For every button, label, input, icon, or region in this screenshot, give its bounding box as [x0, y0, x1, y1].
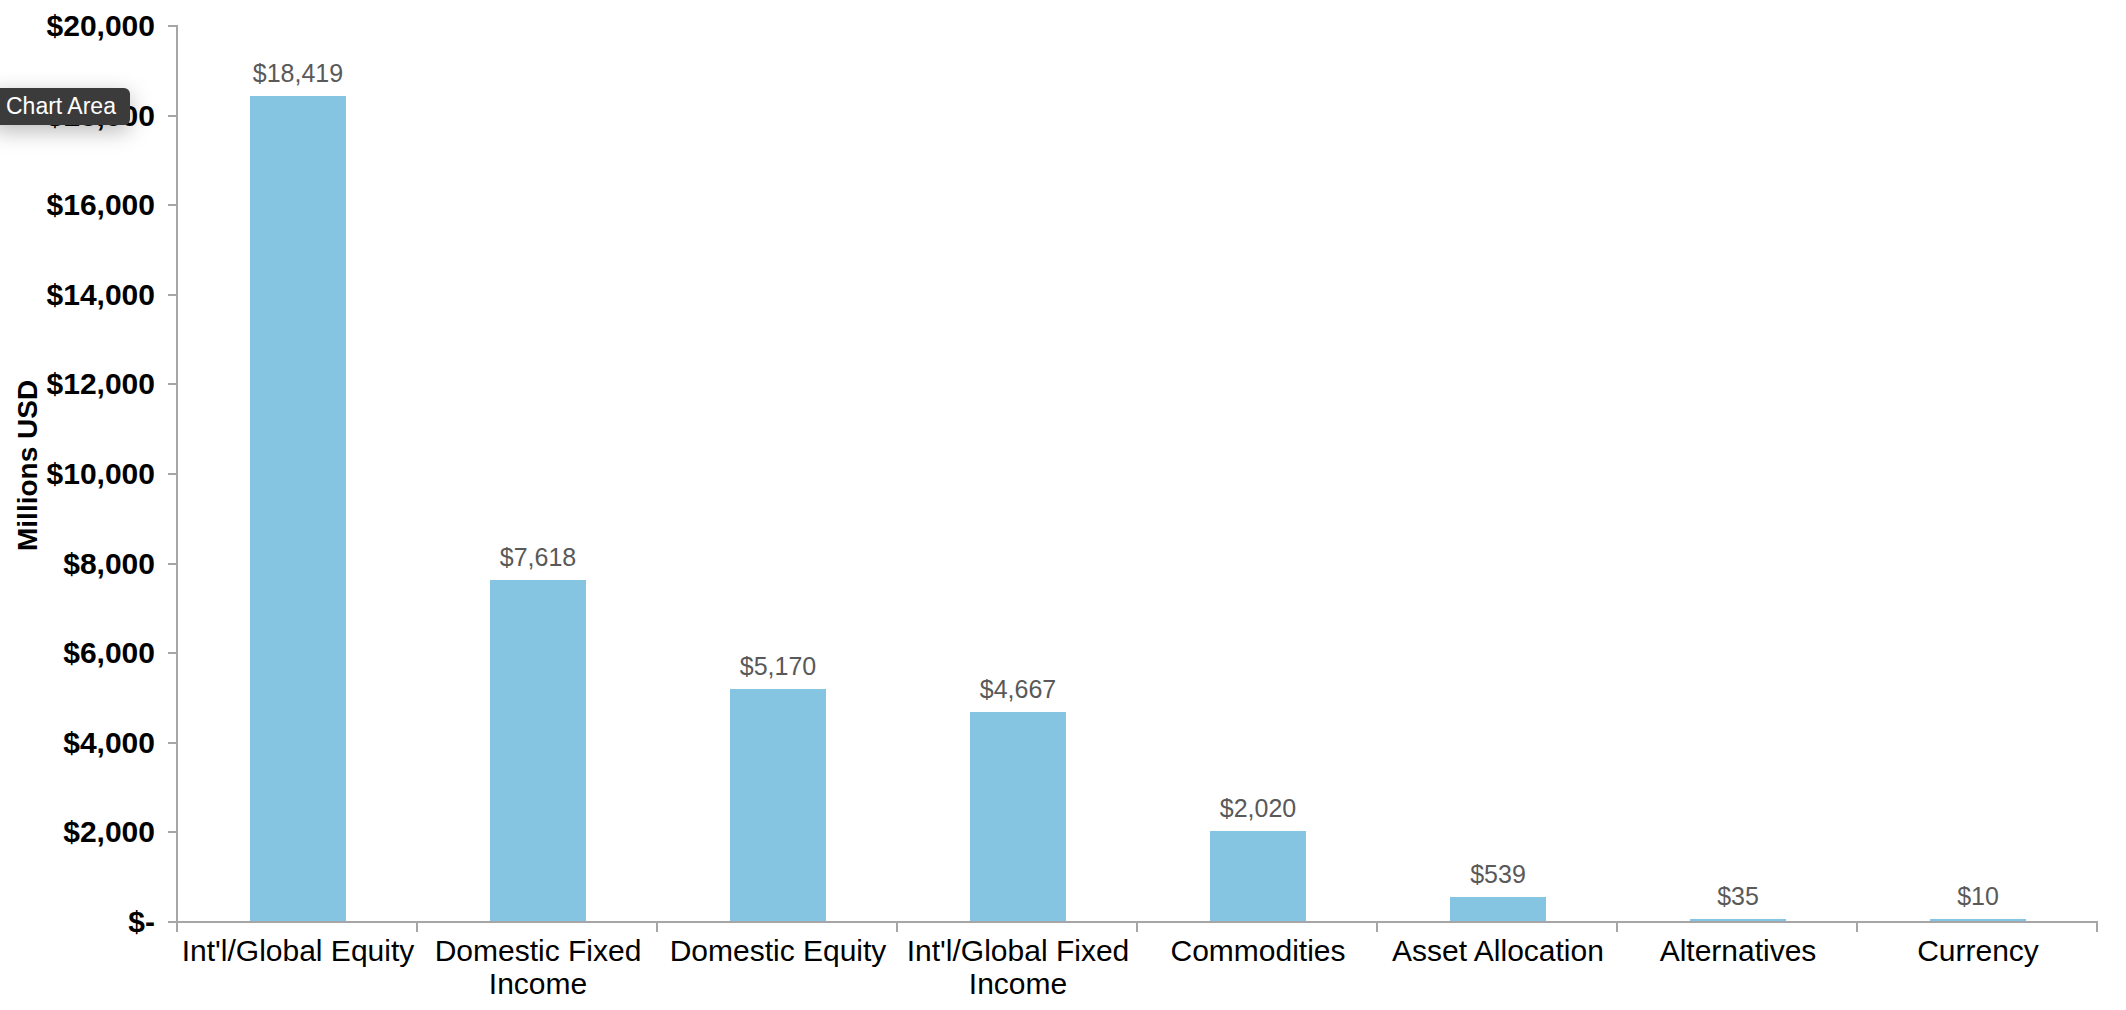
category-label: Currency	[1854, 934, 2102, 967]
x-axis-tick	[896, 923, 898, 932]
bar[interactable]	[730, 689, 826, 921]
bar[interactable]	[970, 712, 1066, 921]
x-axis-tick	[1136, 923, 1138, 932]
category-label: Int'l/Global Equity	[174, 934, 422, 967]
y-axis-tick-label: $2,000	[63, 815, 155, 849]
bar[interactable]	[1210, 831, 1306, 921]
y-axis-tick-label: $4,000	[63, 726, 155, 760]
y-axis-tick-label: $16,000	[47, 188, 155, 222]
x-axis-tick	[656, 923, 658, 932]
bar[interactable]	[490, 580, 586, 921]
bar-data-label: $10	[1848, 881, 2108, 911]
bar-data-label: $2,020	[1128, 793, 1388, 823]
category-label: Domestic Fixed Income	[414, 934, 662, 1000]
y-axis-tick-label: $12,000	[47, 367, 155, 401]
y-axis-tick	[168, 831, 176, 833]
y-axis-tick	[168, 25, 176, 27]
y-axis-tick	[168, 652, 176, 654]
y-axis-tick	[168, 383, 176, 385]
y-axis-tick	[168, 204, 176, 206]
chart-area-tooltip: Chart Area	[0, 88, 130, 125]
bar[interactable]	[1690, 919, 1786, 921]
category-label: Commodities	[1134, 934, 1382, 967]
y-axis-tick-label: $10,000	[47, 457, 155, 491]
x-axis-tick	[2096, 923, 2098, 932]
y-axis-tick-label: $8,000	[63, 547, 155, 581]
category-label: Asset Allocation	[1374, 934, 1622, 967]
y-axis-tick	[168, 742, 176, 744]
chart-area[interactable]: Millions USD $20,000$18,000$16,000$14,00…	[0, 0, 2126, 1010]
bar-data-label: $5,170	[648, 651, 908, 681]
bar[interactable]	[250, 96, 346, 921]
y-axis-tick	[168, 115, 176, 117]
bar-data-label: $18,419	[168, 58, 428, 88]
x-axis-tick	[1376, 923, 1378, 932]
y-axis-tick	[168, 921, 176, 923]
category-label: Alternatives	[1614, 934, 1862, 967]
y-axis-tick-label: $6,000	[63, 636, 155, 670]
x-axis-tick	[1616, 923, 1618, 932]
bar[interactable]	[1450, 897, 1546, 921]
y-axis-tick	[168, 563, 176, 565]
x-axis-tick	[1856, 923, 1858, 932]
y-axis-tick	[168, 473, 176, 475]
y-axis-tick-label: $20,000	[47, 9, 155, 43]
category-label: Domestic Equity	[654, 934, 902, 967]
y-axis-tick-label: $14,000	[47, 278, 155, 312]
y-axis-title: Millions USD	[12, 391, 44, 551]
bar-data-label: $539	[1368, 859, 1628, 889]
bar-data-label: $4,667	[888, 674, 1148, 704]
bar-data-label: $35	[1608, 881, 1868, 911]
bar-data-label: $7,618	[408, 542, 668, 572]
x-axis-tick	[416, 923, 418, 932]
bar[interactable]	[1930, 919, 2026, 921]
x-axis-tick	[176, 923, 178, 932]
y-axis-line	[176, 25, 178, 931]
y-axis-tick-label: $-	[128, 905, 155, 939]
y-axis-tick	[168, 294, 176, 296]
category-label: Int'l/Global Fixed Income	[894, 934, 1142, 1000]
